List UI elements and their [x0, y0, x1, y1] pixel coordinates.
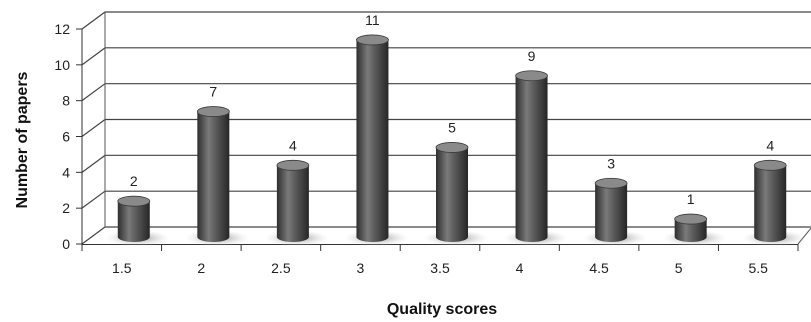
bar-top-cap — [753, 159, 787, 171]
bar-top-cap — [515, 70, 548, 82]
y-tick-label: 6 — [62, 129, 70, 145]
data-label: 4 — [289, 137, 297, 153]
bar-body — [754, 165, 787, 242]
x-tick-label: 2 — [197, 260, 205, 276]
y-tick-labels: 0 2 4 6 8 10 12 — [54, 21, 70, 252]
x-tick-label: 2.5 — [271, 260, 291, 276]
gridline — [81, 118, 811, 137]
x-tick-label: 4.5 — [589, 260, 609, 276]
x-tick-label: 1.5 — [112, 260, 132, 276]
x-tick-label: 4 — [516, 260, 524, 276]
bar — [674, 213, 708, 242]
bar — [117, 195, 151, 242]
data-labels: 2 7 4 11 5 9 3 1 4 — [130, 12, 774, 207]
bar-top-cap — [276, 159, 310, 171]
bar — [753, 159, 787, 242]
bar-top-cap — [356, 34, 389, 46]
data-label: 7 — [209, 84, 217, 100]
bar-top-cap — [196, 106, 230, 117]
data-label: 5 — [448, 119, 456, 135]
gridline — [81, 47, 811, 66]
bar-body — [117, 201, 150, 242]
data-label: 2 — [130, 173, 138, 189]
bar-top-cap — [674, 213, 708, 225]
gridline — [81, 11, 811, 30]
data-label: 4 — [766, 137, 774, 153]
y-tick-label: 10 — [54, 57, 70, 73]
y-tick-label: 4 — [62, 164, 70, 180]
bar-top-cap — [117, 195, 151, 207]
bar — [515, 70, 548, 242]
bar-body — [515, 75, 548, 242]
bar-body — [436, 147, 468, 242]
x-tick-label: 3 — [357, 260, 365, 276]
y-tick-label: 0 — [62, 236, 70, 252]
bar-top-cap — [594, 177, 628, 189]
data-label: 9 — [528, 48, 536, 64]
bar-body — [197, 111, 230, 242]
data-label: 11 — [365, 12, 380, 28]
x-axis-title: Quality scores — [387, 301, 497, 318]
x-tick-label: 5.5 — [748, 260, 768, 276]
bars — [105, 34, 807, 246]
bar-body — [674, 219, 707, 242]
bar-body — [595, 183, 628, 242]
bar-body — [276, 165, 309, 242]
bar — [356, 34, 389, 242]
x-tick-label: 3.5 — [430, 260, 450, 276]
y-tick-label: 2 — [62, 200, 70, 216]
y-tick-label: 8 — [62, 93, 70, 109]
bar — [435, 142, 469, 242]
data-label: 1 — [687, 191, 695, 207]
bar-top-cap — [435, 142, 469, 153]
gridline — [81, 83, 811, 102]
data-label: 3 — [607, 155, 615, 171]
bar-body — [356, 39, 389, 242]
bar — [594, 177, 628, 242]
y-axis-title: Number of papers — [14, 71, 31, 208]
x-tick-label: 5 — [675, 260, 683, 276]
x-tick-labels: 1.5 2 2.5 3 3.5 4 4.5 5 5.5 — [112, 260, 768, 276]
y-tick-label: 12 — [54, 21, 70, 37]
bar — [196, 106, 230, 242]
bar — [276, 159, 310, 242]
